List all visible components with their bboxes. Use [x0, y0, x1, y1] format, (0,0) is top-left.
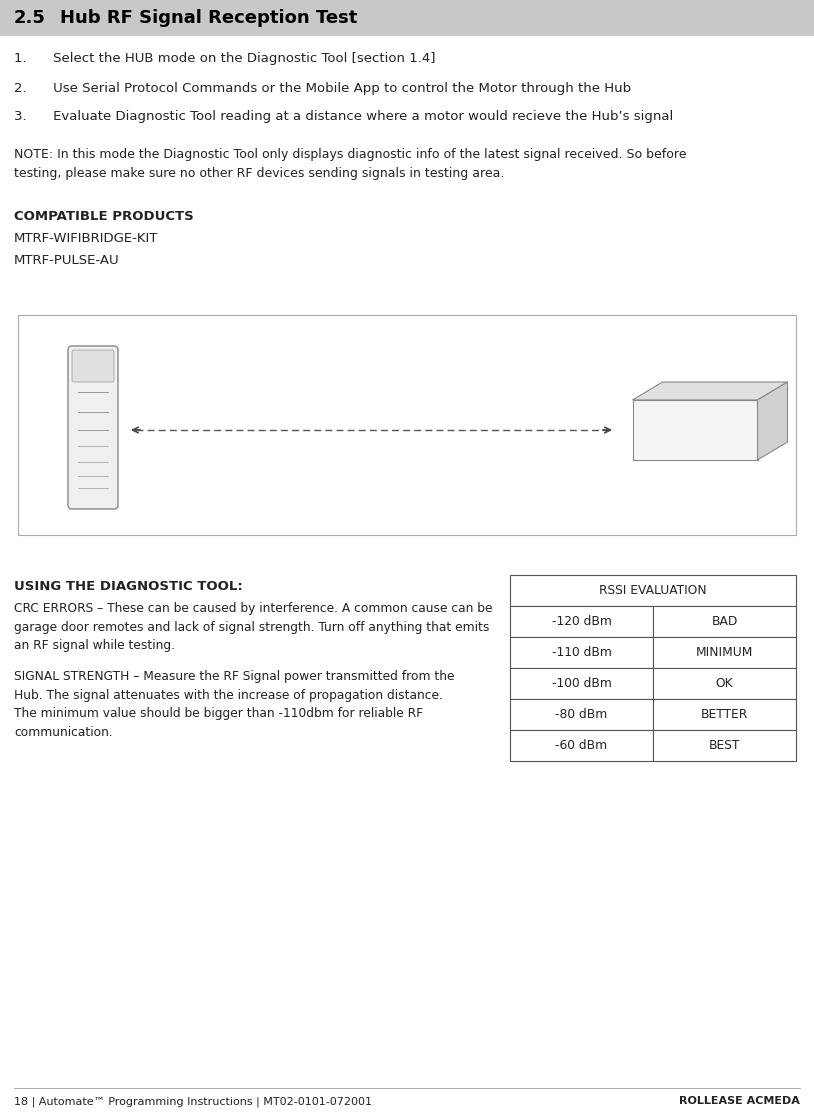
Bar	[653, 730, 796, 761]
Text: -60 dBm: -60 dBm	[555, 739, 607, 752]
Text: BEST: BEST	[709, 739, 740, 752]
Bar	[0, 0, 814, 36]
Text: BAD: BAD	[711, 615, 737, 628]
Bar	[510, 730, 653, 761]
Bar	[653, 605, 796, 637]
Text: BETTER: BETTER	[701, 708, 748, 721]
Text: MINIMUM: MINIMUM	[696, 646, 753, 659]
Text: 1.  Select the HUB mode on the Diagnostic Tool [section 1.4]: 1. Select the HUB mode on the Diagnostic…	[14, 52, 435, 65]
Text: 18 | Automate™ Programming Instructions | MT02-0101-072001: 18 | Automate™ Programming Instructions …	[14, 1096, 372, 1106]
Text: -80 dBm: -80 dBm	[555, 708, 607, 721]
Bar	[653, 668, 796, 699]
Bar	[510, 699, 653, 730]
Text: -110 dBm: -110 dBm	[552, 646, 611, 659]
Text: 2.  Use Serial Protocol Commands or the Mobile App to control the Motor through : 2. Use Serial Protocol Commands or the M…	[14, 82, 631, 95]
Bar	[18, 315, 796, 535]
Bar	[510, 575, 796, 605]
Text: OK: OK	[716, 677, 733, 690]
Bar	[510, 637, 653, 668]
Text: 3.  Evaluate Diagnostic Tool reading at a distance where a motor would recieve t: 3. Evaluate Diagnostic Tool reading at a…	[14, 110, 673, 124]
Text: 2.5: 2.5	[14, 9, 46, 27]
Polygon shape	[758, 382, 787, 460]
Text: -120 dBm: -120 dBm	[552, 615, 611, 628]
FancyBboxPatch shape	[68, 346, 118, 509]
Bar	[653, 699, 796, 730]
Text: RSSI EVALUATION: RSSI EVALUATION	[599, 584, 707, 597]
Text: MTRF-PULSE-AU: MTRF-PULSE-AU	[14, 254, 120, 267]
Bar	[510, 605, 653, 637]
Text: ROLLEASE ACMEDA: ROLLEASE ACMEDA	[679, 1096, 800, 1106]
Bar	[653, 637, 796, 668]
Text: COMPATIBLE PRODUCTS: COMPATIBLE PRODUCTS	[14, 210, 194, 223]
Bar	[510, 668, 653, 699]
Text: -100 dBm: -100 dBm	[552, 677, 611, 690]
FancyBboxPatch shape	[72, 349, 114, 382]
Text: Hub RF Signal Reception Test: Hub RF Signal Reception Test	[60, 9, 357, 27]
Text: SIGNAL STRENGTH – Measure the RF Signal power transmitted from the
Hub. The sign: SIGNAL STRENGTH – Measure the RF Signal …	[14, 670, 454, 739]
Text: MTRF-WIFIBRIDGE-KIT: MTRF-WIFIBRIDGE-KIT	[14, 232, 159, 245]
Text: USING THE DIAGNOSTIC TOOL:: USING THE DIAGNOSTIC TOOL:	[14, 580, 243, 593]
Polygon shape	[632, 400, 758, 460]
Polygon shape	[632, 382, 787, 400]
Text: NOTE: In this mode the Diagnostic Tool only displays diagnostic info of the late: NOTE: In this mode the Diagnostic Tool o…	[14, 148, 686, 179]
Text: CRC ERRORS – These can be caused by interference. A common cause can be
garage d: CRC ERRORS – These can be caused by inte…	[14, 602, 492, 652]
